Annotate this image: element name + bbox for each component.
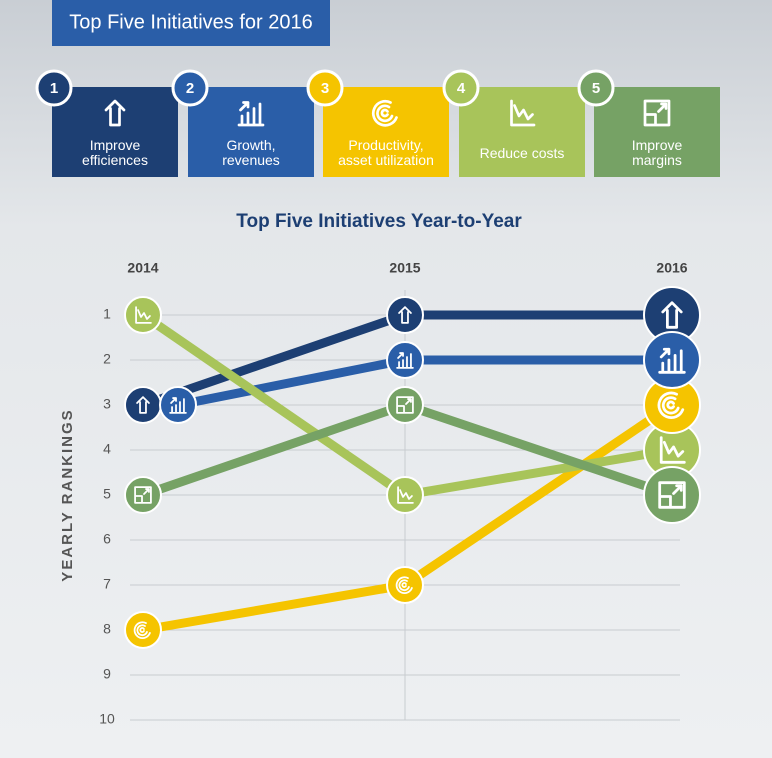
icon — [397, 486, 414, 504]
x-tick-label: 2014 — [127, 260, 158, 276]
initiative-label: Improve margins — [632, 137, 683, 168]
icon — [659, 436, 686, 464]
ranking-marker — [124, 386, 162, 424]
number-label: 3 — [321, 80, 329, 97]
ranking-point — [159, 386, 197, 424]
ranking-marker — [124, 611, 162, 649]
page-title: Top Five Initiatives for 2016 — [69, 11, 312, 33]
icon — [657, 391, 685, 419]
initiative-label: Productivity, asset utilization — [338, 137, 434, 168]
y-tick-label: 4 — [103, 441, 111, 457]
x-tick-label: 2016 — [656, 260, 687, 276]
ranking-marker — [124, 296, 162, 334]
ranking-marker — [386, 386, 424, 424]
ranking-marker — [643, 376, 701, 434]
ranking-point — [386, 566, 424, 604]
y-tick-label: 8 — [103, 621, 111, 637]
y-axis-label: YEARLY RANKINGS — [59, 408, 76, 581]
number-badge — [306, 69, 344, 107]
ranking-marker — [386, 476, 424, 514]
icon — [398, 306, 412, 324]
icon — [135, 306, 152, 324]
y-tick-label: 6 — [103, 531, 111, 547]
y-tick-label: 7 — [103, 576, 111, 592]
number-badge — [35, 69, 73, 107]
icon — [136, 396, 150, 414]
ranking-marker — [643, 331, 701, 389]
chart-title: Top Five Initiatives Year-to-Year — [236, 211, 522, 232]
initiative-label: Growth, revenues — [222, 137, 280, 168]
icon — [396, 352, 414, 369]
icon — [104, 99, 126, 127]
ranking-marker — [124, 476, 162, 514]
initiative-card — [459, 87, 585, 177]
initiative-label: Reduce costs — [480, 145, 565, 161]
icon — [169, 397, 187, 414]
y-tick-label: 5 — [103, 486, 111, 502]
initiative-card — [188, 87, 314, 177]
y-tick-label: 9 — [103, 666, 111, 682]
ranking-point — [386, 296, 424, 334]
icon — [371, 99, 398, 127]
y-tick-label: 3 — [103, 396, 111, 412]
icon — [396, 396, 414, 414]
y-tick-label: 10 — [99, 711, 115, 727]
icon — [237, 101, 265, 127]
y-tick-label: 2 — [103, 351, 111, 367]
ranking-point — [386, 341, 424, 379]
ranking-point — [643, 466, 701, 524]
number-label: 4 — [457, 80, 466, 97]
icon — [658, 481, 686, 509]
number-badge — [171, 69, 209, 107]
icon — [133, 621, 151, 639]
ranking-point — [386, 386, 424, 424]
icon — [661, 301, 683, 329]
ranking-marker — [159, 386, 197, 424]
x-tick-label: 2015 — [389, 260, 420, 276]
number-badge — [577, 69, 615, 107]
ranking-point — [643, 331, 701, 389]
ranking-marker — [386, 566, 424, 604]
number-label: 2 — [186, 80, 194, 97]
icon — [134, 486, 152, 504]
ranking-marker — [386, 341, 424, 379]
ranking-marker — [643, 466, 701, 524]
number-label: 5 — [592, 80, 600, 97]
icon — [510, 99, 536, 127]
ranking-point — [124, 386, 162, 424]
icon — [658, 347, 686, 374]
icon — [643, 99, 671, 127]
icon — [395, 576, 413, 594]
number-label: 1 — [50, 80, 58, 97]
y-tick-label: 1 — [103, 306, 111, 322]
ranking-marker — [386, 296, 424, 334]
number-badge — [442, 69, 480, 107]
title-box — [52, 0, 330, 46]
ranking-point — [124, 476, 162, 514]
initiative-label: Improve efficiences — [82, 137, 148, 168]
ranking-point — [124, 611, 162, 649]
